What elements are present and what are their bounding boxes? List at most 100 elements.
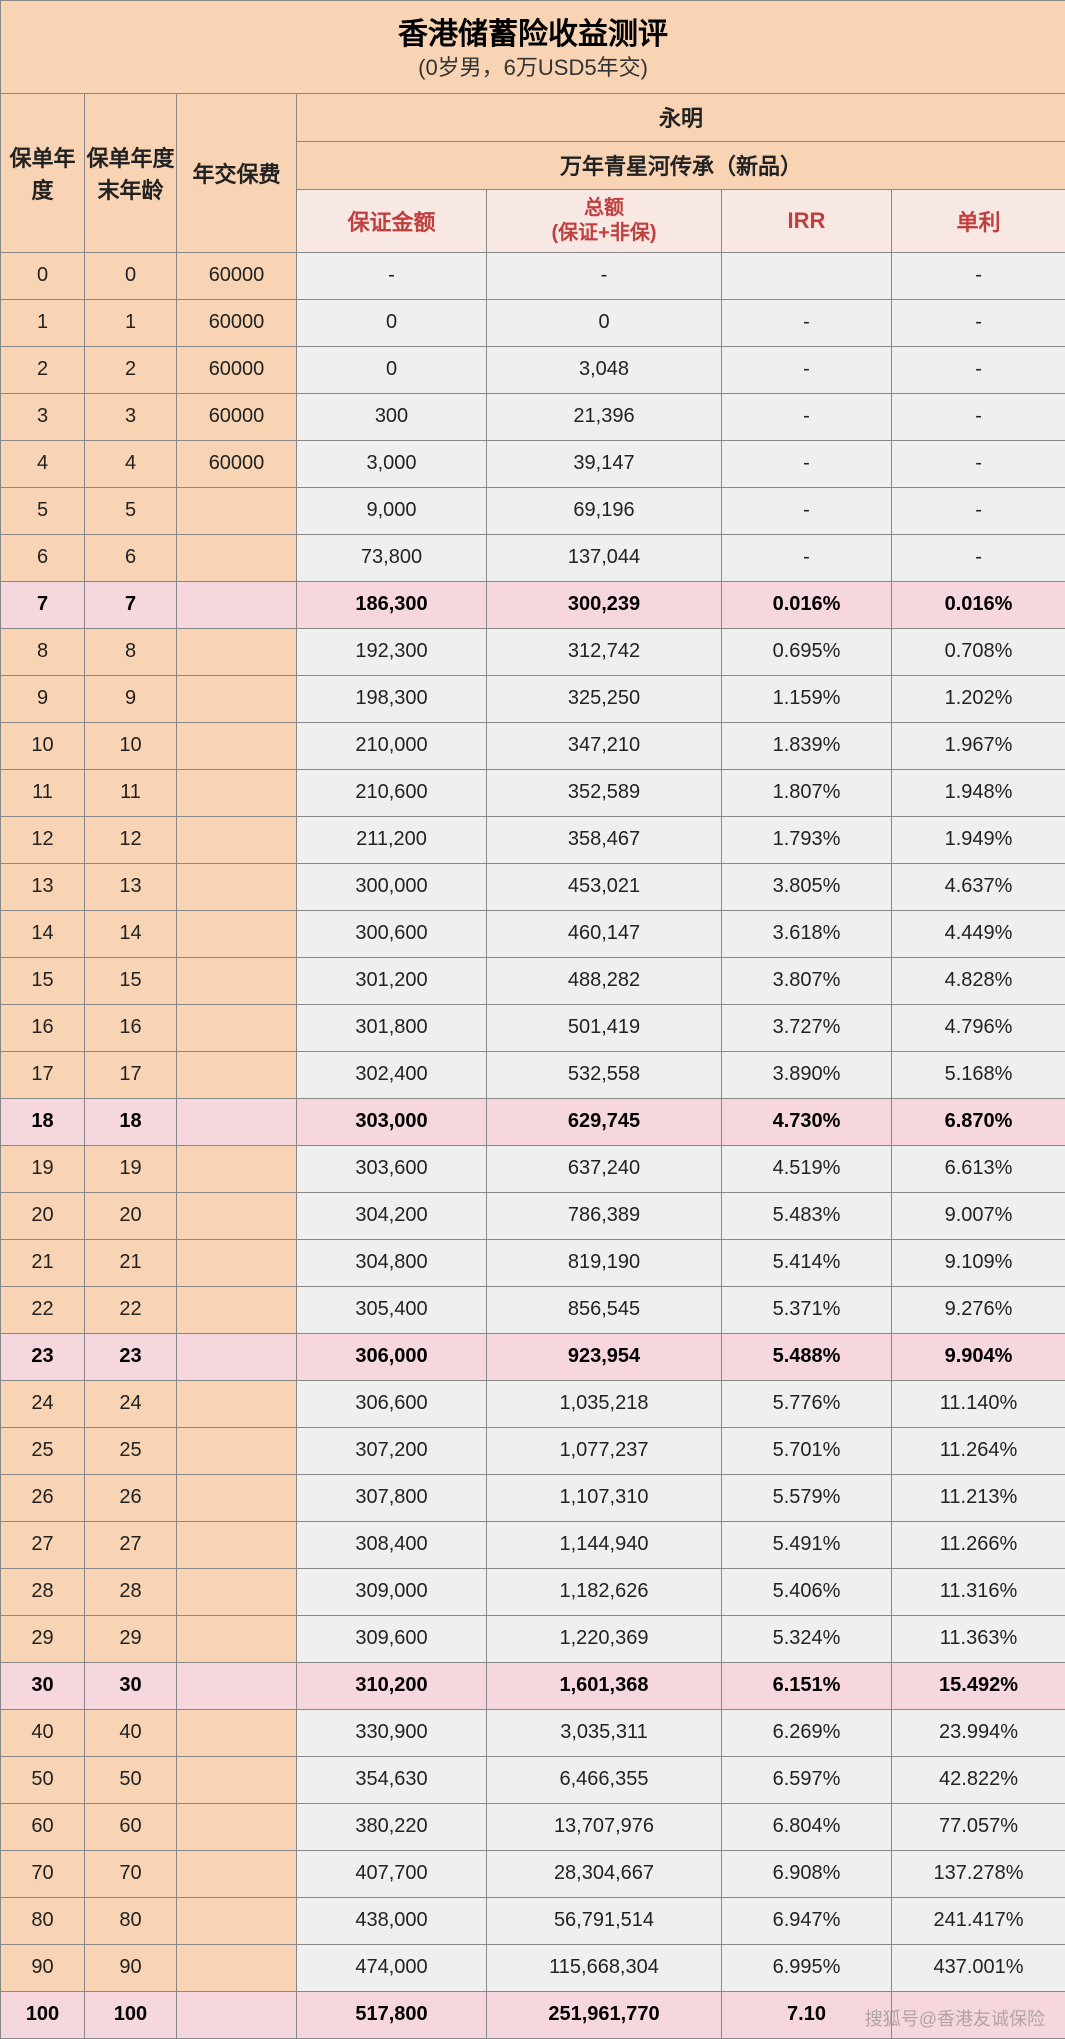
cell-p <box>177 1662 297 1709</box>
cell-p: 60000 <box>177 299 297 346</box>
cell-g: 73,800 <box>297 534 487 581</box>
cell-s: 11.316% <box>892 1568 1065 1615</box>
cell-s: 4.449% <box>892 910 1065 957</box>
cell-g: 300,000 <box>297 863 487 910</box>
cell-y: 80 <box>1 1897 85 1944</box>
table-row: 2727308,4001,144,9405.491%11.266% <box>1 1521 1065 1568</box>
cell-p: 60000 <box>177 393 297 440</box>
cell-p <box>177 1098 297 1145</box>
cell-s: 9.109% <box>892 1239 1065 1286</box>
cell-a: 19 <box>85 1145 177 1192</box>
cell-s: 4.828% <box>892 957 1065 1004</box>
cell-y: 12 <box>1 816 85 863</box>
cell-a: 100 <box>85 1991 177 2038</box>
table-row: 7070407,70028,304,6676.908%137.278% <box>1 1850 1065 1897</box>
hdr-simple: 单利 <box>892 189 1065 252</box>
cell-t: 453,021 <box>487 863 722 910</box>
cell-s: 42.822% <box>892 1756 1065 1803</box>
cell-t: 358,467 <box>487 816 722 863</box>
cell-a: 70 <box>85 1850 177 1897</box>
cell-y: 1 <box>1 299 85 346</box>
table-row: 226000003,048-- <box>1 346 1065 393</box>
table-row: 77186,300300,2390.016%0.016% <box>1 581 1065 628</box>
hdr-policy-year: 保单年度 <box>1 93 85 252</box>
cell-s: 1.967% <box>892 722 1065 769</box>
cell-t: 923,954 <box>487 1333 722 1380</box>
cell-y: 28 <box>1 1568 85 1615</box>
cell-t: 629,745 <box>487 1098 722 1145</box>
cell-s <box>892 1991 1065 2038</box>
cell-s: 11.213% <box>892 1474 1065 1521</box>
cell-s: 137.278% <box>892 1850 1065 1897</box>
table-row: 5050354,6306,466,3556.597%42.822% <box>1 1756 1065 1803</box>
cell-t: 325,250 <box>487 675 722 722</box>
cell-p <box>177 1615 297 1662</box>
cell-a: 30 <box>85 1662 177 1709</box>
cell-y: 8 <box>1 628 85 675</box>
hdr-guaranteed: 保证金额 <box>297 189 487 252</box>
cell-i: - <box>722 346 892 393</box>
cell-y: 24 <box>1 1380 85 1427</box>
cell-t: 637,240 <box>487 1145 722 1192</box>
cell-a: 26 <box>85 1474 177 1521</box>
cell-y: 14 <box>1 910 85 957</box>
cell-i: 4.519% <box>722 1145 892 1192</box>
cell-g: 308,400 <box>297 1521 487 1568</box>
cell-a: 50 <box>85 1756 177 1803</box>
cell-p <box>177 1192 297 1239</box>
cell-g: 407,700 <box>297 1850 487 1897</box>
cell-t: 819,190 <box>487 1239 722 1286</box>
cell-a: 90 <box>85 1944 177 1991</box>
cell-i: 5.371% <box>722 1286 892 1333</box>
hdr-total-l2: (保证+非保) <box>552 222 657 244</box>
cell-i <box>722 252 892 299</box>
hdr-company: 永明 <box>297 93 1065 141</box>
table-row: 88192,300312,7420.695%0.708% <box>1 628 1065 675</box>
cell-g: 306,000 <box>297 1333 487 1380</box>
cell-p <box>177 722 297 769</box>
table-row: 1010210,000347,2101.839%1.967% <box>1 722 1065 769</box>
table-row: 44600003,00039,147-- <box>1 440 1065 487</box>
cell-p <box>177 1897 297 1944</box>
table-row: 4040330,9003,035,3116.269%23.994% <box>1 1709 1065 1756</box>
cell-a: 18 <box>85 1098 177 1145</box>
cell-t: 115,668,304 <box>487 1944 722 1991</box>
cell-a: 80 <box>85 1897 177 1944</box>
title-main: 香港储蓄险收益测评 <box>1 15 1065 54</box>
cell-s: 4.796% <box>892 1004 1065 1051</box>
cell-a: 15 <box>85 957 177 1004</box>
cell-a: 13 <box>85 863 177 910</box>
cell-y: 16 <box>1 1004 85 1051</box>
table-row: 2626307,8001,107,3105.579%11.213% <box>1 1474 1065 1521</box>
cell-g: 303,600 <box>297 1145 487 1192</box>
cell-t: 1,107,310 <box>487 1474 722 1521</box>
cell-a: 21 <box>85 1239 177 1286</box>
cell-p <box>177 1991 297 2038</box>
cell-i: 5.483% <box>722 1192 892 1239</box>
title-row: 香港储蓄险收益测评 (0岁男，6万USD5年交) <box>1 1 1065 94</box>
cell-i: 5.414% <box>722 1239 892 1286</box>
cell-a: 0 <box>85 252 177 299</box>
cell-i: 6.269% <box>722 1709 892 1756</box>
cell-y: 6 <box>1 534 85 581</box>
cell-y: 90 <box>1 1944 85 1991</box>
cell-s: 11.264% <box>892 1427 1065 1474</box>
cell-a: 1 <box>85 299 177 346</box>
cell-y: 13 <box>1 863 85 910</box>
cell-i: 5.776% <box>722 1380 892 1427</box>
cell-a: 9 <box>85 675 177 722</box>
cell-p <box>177 1380 297 1427</box>
cell-s: 9.904% <box>892 1333 1065 1380</box>
cell-y: 29 <box>1 1615 85 1662</box>
cell-s: 11.140% <box>892 1380 1065 1427</box>
cell-g: 309,000 <box>297 1568 487 1615</box>
cell-p <box>177 1145 297 1192</box>
cell-a: 23 <box>85 1333 177 1380</box>
cell-i: 5.406% <box>722 1568 892 1615</box>
cell-i: 5.324% <box>722 1615 892 1662</box>
table-row: 2020304,200786,3895.483%9.007% <box>1 1192 1065 1239</box>
title-cell: 香港储蓄险收益测评 (0岁男，6万USD5年交) <box>1 1 1065 94</box>
cell-t: 3,048 <box>487 346 722 393</box>
cell-p <box>177 1004 297 1051</box>
table-row: 6673,800137,044-- <box>1 534 1065 581</box>
